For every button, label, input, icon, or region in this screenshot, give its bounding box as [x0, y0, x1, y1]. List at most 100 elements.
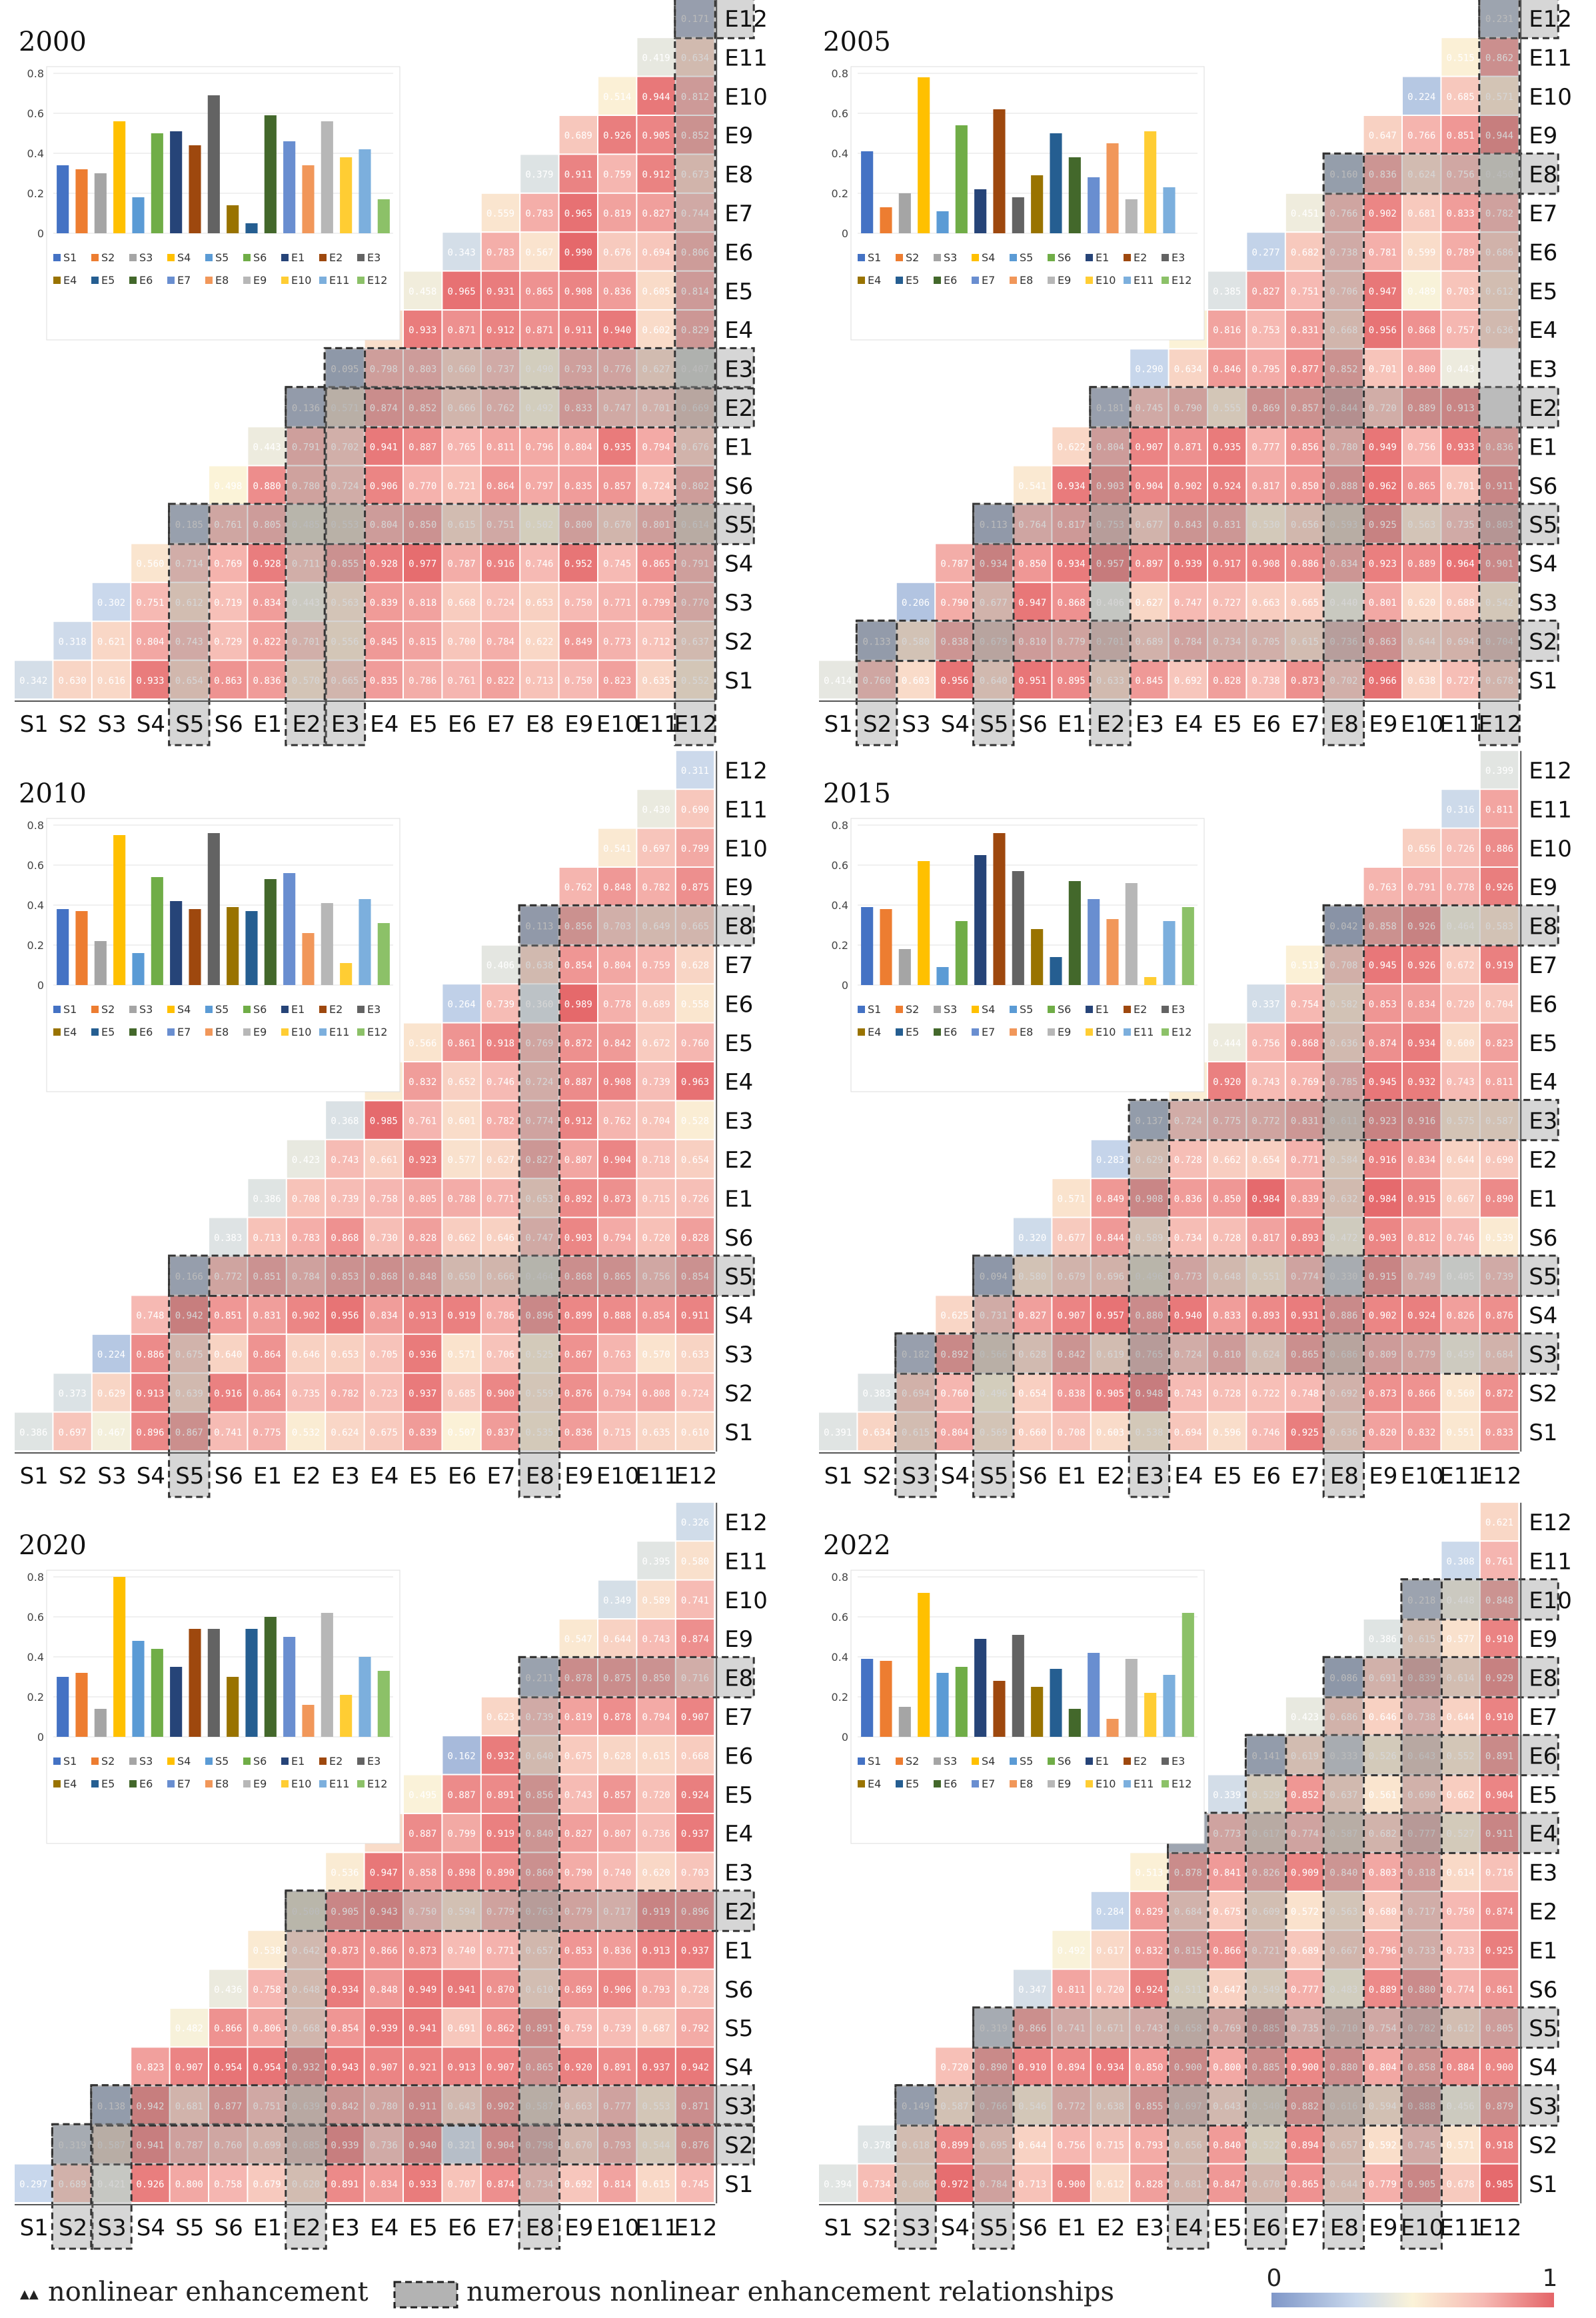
heatmap-cell — [209, 505, 247, 543]
y-tick-label: S3 — [1529, 1342, 1557, 1368]
heatmap-cell — [1403, 155, 1441, 193]
inset-legend-swatch — [243, 1780, 251, 1787]
heatmap-cell — [92, 2086, 131, 2125]
x-tick-label: E12 — [674, 711, 718, 738]
inset-legend-swatch — [167, 1780, 175, 1787]
heatmap-cell-label: 0.681 — [175, 2101, 203, 2112]
inset-legend-label: E7 — [982, 1026, 995, 1038]
heatmap-cell-label: 0.724 — [1174, 1350, 1202, 1360]
heatmap-cell — [1480, 233, 1519, 271]
heatmap-cell — [1480, 38, 1519, 76]
heatmap-cell-label: 0.804 — [603, 960, 631, 971]
heatmap-cell — [442, 622, 480, 660]
y-tick-label: E1 — [1529, 1937, 1557, 1964]
y-tick-label: E9 — [724, 123, 753, 149]
heatmap-cell-label: 0.138 — [97, 2101, 125, 2112]
heatmap-cell — [676, 1062, 714, 1100]
inset-legend-label: E10 — [291, 1026, 311, 1038]
heatmap-cell-label: 0.383 — [863, 1388, 891, 1399]
heatmap-cell — [442, 1101, 480, 1139]
heatmap-cell-label: 0.729 — [214, 636, 242, 647]
inset-legend-swatch — [858, 1757, 865, 1765]
heatmap-cell-label: 0.743 — [1174, 1388, 1202, 1399]
heatmap-cell-label: 0.803 — [408, 365, 436, 375]
heatmap-cell — [1403, 828, 1441, 866]
x-tick-label: S5 — [980, 1463, 1008, 1490]
y-tick-label: E4 — [724, 317, 753, 344]
heatmap-cell — [974, 622, 1012, 660]
inset-legend-swatch — [205, 1028, 213, 1036]
heatmap-cell — [326, 582, 364, 621]
y-tick-label: E2 — [724, 1899, 753, 1925]
heatmap-cell — [1441, 271, 1479, 309]
inset-y-tick: 0.4 — [832, 147, 848, 160]
heatmap-cell — [1014, 505, 1052, 543]
heatmap-cell-label: 0.624 — [331, 1428, 359, 1438]
heatmap-cell — [1403, 349, 1441, 387]
heatmap-cell-label: 0.865 — [1291, 2179, 1319, 2190]
heatmap-cell-label: 0.827 — [525, 1155, 553, 1166]
heatmap-cell-label: 0.743 — [175, 636, 203, 647]
y-tick-label: E3 — [1529, 1108, 1557, 1135]
heatmap-cell — [858, 660, 896, 698]
heatmap-cell-label: 0.827 — [1018, 1311, 1046, 1322]
heatmap-cell-label: 0.947 — [1018, 598, 1046, 608]
heatmap-cell-label: 0.515 — [1447, 53, 1475, 63]
heatmap-cell-label: 0.776 — [603, 365, 631, 375]
heatmap-cell-label: 0.739 — [1485, 1272, 1513, 1282]
heatmap-cell-label: 0.694 — [902, 1388, 930, 1399]
heatmap-cell-label: 0.942 — [136, 2101, 164, 2112]
heatmap-cell-label: 0.911 — [564, 170, 592, 181]
heatmap-cell-label: 0.800 — [564, 520, 592, 531]
heatmap-cell — [1208, 1023, 1246, 1061]
heatmap-cell-label: 0.704 — [1485, 999, 1513, 1010]
heatmap-cell-label: 0.443 — [292, 598, 320, 608]
heatmap-cell-label: 0.600 — [1447, 1038, 1475, 1049]
y-tick-label: S4 — [724, 2055, 753, 2081]
heatmap-cell — [559, 2125, 597, 2163]
inset-legend-swatch — [53, 1006, 61, 1013]
inset-legend-label: E12 — [367, 1026, 387, 1038]
heatmap-cell — [936, 1334, 974, 1373]
inset-bar — [283, 141, 296, 233]
heatmap-cell — [1208, 1257, 1246, 1295]
heatmap-cell-label: 0.800 — [1407, 365, 1435, 375]
heatmap-cell-label: 0.620 — [292, 2179, 320, 2190]
heatmap-cell — [637, 1218, 675, 1256]
heatmap-cell — [598, 1101, 636, 1139]
heatmap-cell — [131, 1296, 169, 1334]
inset-legend-swatch — [1010, 1780, 1017, 1787]
y-tick-label: E5 — [1529, 1030, 1557, 1057]
heatmap-cell-label: 0.513 — [1135, 1868, 1163, 1879]
heatmap-cell — [404, 544, 442, 582]
heatmap-cell — [1091, 388, 1130, 427]
x-tick-label: E1 — [1058, 1463, 1086, 1490]
heatmap-cell — [209, 1374, 247, 1412]
heatmap-cell-label: 0.602 — [642, 325, 670, 336]
heatmap-cell-label: 0.854 — [564, 960, 592, 971]
x-tick-label: E12 — [1479, 1463, 1522, 1490]
heatmap-cell-label: 0.757 — [1447, 325, 1475, 336]
heatmap-cell-label: 0.283 — [1096, 1155, 1124, 1166]
inset-legend-label: S2 — [101, 1003, 115, 1016]
heatmap-cell — [287, 1218, 325, 1256]
y-tick-label: E11 — [1529, 796, 1572, 823]
highlight-col-box — [1244, 1734, 1287, 2250]
inset-bar — [1012, 197, 1024, 233]
heatmap-cell — [365, 1218, 402, 1256]
inset-bar — [861, 1659, 874, 1737]
y-tick-label: S2 — [1529, 2132, 1557, 2159]
heatmap-cell — [1480, 750, 1519, 789]
heatmap-cell-label: 0.311 — [681, 766, 709, 776]
heatmap-cell — [1208, 271, 1246, 309]
x-tick-label: E2 — [1096, 711, 1125, 738]
inset-legend-swatch — [91, 1028, 99, 1036]
heatmap-cell-label: 0.844 — [1096, 1233, 1124, 1244]
heatmap-cell — [1285, 1023, 1324, 1061]
heatmap-cell-label: 0.685 — [292, 2140, 320, 2151]
heatmap-cell — [365, 660, 402, 698]
heatmap-cell-label: 0.903 — [1096, 481, 1124, 492]
heatmap-cell-label: 0.347 — [1018, 1985, 1046, 1995]
inset-legend-label: S5 — [1020, 1003, 1033, 1016]
heatmap-cell-label: 0.934 — [1058, 559, 1086, 570]
